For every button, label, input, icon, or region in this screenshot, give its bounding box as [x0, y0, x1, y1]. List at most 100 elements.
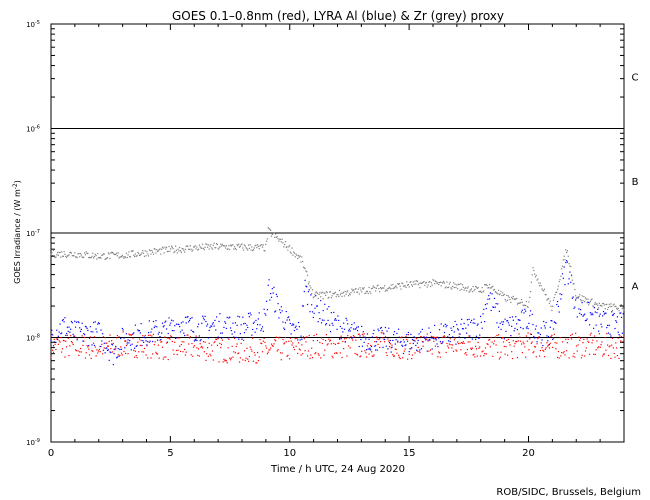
data-point	[294, 338, 296, 340]
data-point	[353, 291, 355, 293]
data-point	[260, 329, 262, 332]
data-point	[286, 355, 288, 357]
data-point	[499, 293, 501, 295]
data-point	[202, 341, 205, 343]
data-point	[253, 247, 255, 249]
data-point	[204, 246, 206, 248]
data-point	[210, 244, 212, 246]
data-point	[557, 305, 560, 307]
data-point	[163, 325, 165, 327]
data-point	[156, 353, 159, 355]
data-point	[229, 327, 232, 329]
data-point	[118, 336, 120, 338]
data-point	[371, 336, 373, 338]
data-point	[74, 326, 77, 328]
data-point	[313, 295, 315, 298]
data-point	[170, 245, 173, 247]
data-point	[406, 284, 409, 286]
data-point	[347, 295, 350, 297]
data-point	[61, 332, 63, 334]
data-point	[96, 331, 98, 333]
data-point	[300, 335, 302, 337]
data-point	[548, 343, 550, 346]
data-point	[599, 346, 601, 348]
data-point	[504, 298, 506, 301]
data-point	[320, 337, 323, 339]
data-point	[63, 251, 65, 253]
data-point	[284, 336, 287, 339]
data-point	[98, 257, 100, 259]
data-point	[447, 287, 449, 289]
data-point	[603, 313, 605, 315]
data-point	[69, 252, 71, 254]
data-point	[149, 334, 151, 336]
data-point	[132, 250, 134, 252]
data-point	[283, 327, 285, 329]
data-point	[512, 319, 514, 321]
data-point	[566, 251, 568, 254]
data-point	[82, 340, 84, 342]
data-point	[443, 325, 445, 327]
data-point	[511, 325, 513, 327]
data-point	[534, 276, 537, 278]
data-point	[496, 292, 498, 294]
data-point	[160, 341, 162, 343]
data-point	[188, 248, 190, 250]
data-point	[297, 342, 300, 344]
data-point	[303, 290, 305, 293]
data-point	[342, 340, 344, 343]
data-point	[357, 288, 359, 290]
data-point	[65, 255, 67, 258]
data-point	[307, 291, 309, 293]
data-point	[72, 255, 74, 257]
data-point	[317, 321, 319, 323]
data-point	[211, 323, 214, 325]
data-point	[331, 295, 333, 297]
data-point	[257, 245, 259, 247]
data-point	[381, 330, 383, 332]
data-point	[271, 344, 273, 347]
data-point	[279, 336, 281, 338]
data-point	[506, 339, 508, 342]
data-point	[52, 255, 54, 257]
data-point	[104, 258, 106, 260]
data-point	[118, 355, 120, 358]
data-point	[127, 339, 129, 341]
data-point	[395, 348, 397, 351]
data-point	[340, 335, 342, 337]
data-point	[380, 288, 382, 290]
data-point	[93, 321, 95, 324]
data-point	[230, 329, 232, 332]
data-point	[411, 347, 413, 349]
data-point	[414, 352, 416, 354]
data-point	[56, 254, 58, 256]
data-point	[420, 331, 422, 333]
data-point	[397, 283, 400, 286]
data-point	[388, 341, 391, 344]
data-point	[356, 329, 359, 332]
data-point	[616, 355, 619, 357]
data-point	[88, 256, 91, 259]
data-point	[360, 355, 362, 357]
data-point	[95, 355, 97, 357]
data-point	[372, 355, 374, 357]
data-point	[384, 338, 386, 341]
data-point	[176, 337, 178, 339]
data-point	[581, 354, 583, 356]
data-point	[433, 279, 435, 281]
data-point	[107, 345, 109, 347]
data-point	[135, 345, 137, 347]
data-point	[229, 316, 231, 318]
data-point	[549, 326, 551, 328]
data-point	[148, 249, 150, 251]
data-point	[247, 249, 249, 251]
data-point	[322, 298, 324, 300]
data-point	[449, 340, 451, 343]
data-point	[280, 306, 282, 308]
data-point	[561, 352, 563, 354]
data-point	[416, 280, 419, 282]
data-point	[465, 287, 467, 289]
data-point	[516, 303, 519, 305]
data-point	[433, 338, 435, 340]
data-point	[246, 347, 248, 349]
